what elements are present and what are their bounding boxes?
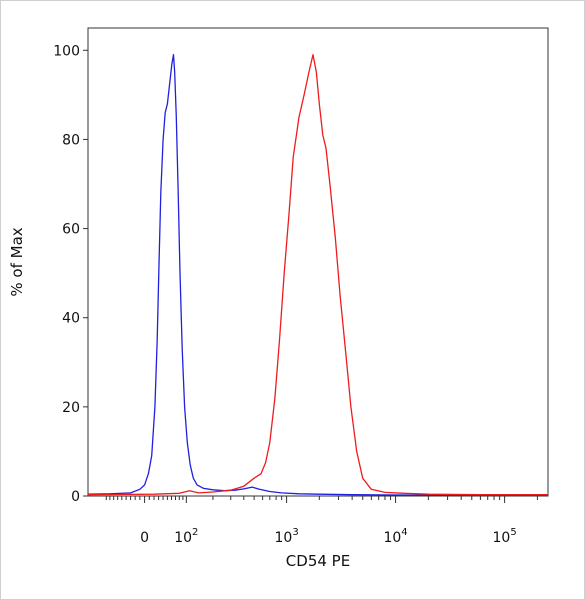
- y-tick-label: 80: [62, 132, 80, 148]
- plot-area: [87, 27, 549, 497]
- series-line-2: [87, 54, 548, 496]
- x-tick-label: 0: [140, 530, 149, 546]
- y-tick-label: 60: [62, 222, 80, 238]
- y-tick-label: 20: [62, 400, 80, 416]
- x-tick-label: 104: [383, 527, 407, 546]
- y-tick-label: 100: [53, 43, 80, 59]
- x-tick-label: 102: [174, 527, 198, 546]
- x-tick-label: 105: [492, 527, 516, 546]
- series-line-1: [87, 54, 548, 496]
- axes: [87, 27, 549, 497]
- y-tick-label: 40: [62, 311, 80, 327]
- series-layer: [87, 54, 548, 496]
- y-axis-title: % of Max: [8, 227, 26, 296]
- ticks-layer: 0 20 40 60 80 100 0 102 103 104 105: [53, 43, 538, 546]
- x-axis-title: CD54 PE: [286, 552, 350, 570]
- x-tick-label: 103: [274, 527, 298, 546]
- y-tick-label: 0: [71, 489, 80, 505]
